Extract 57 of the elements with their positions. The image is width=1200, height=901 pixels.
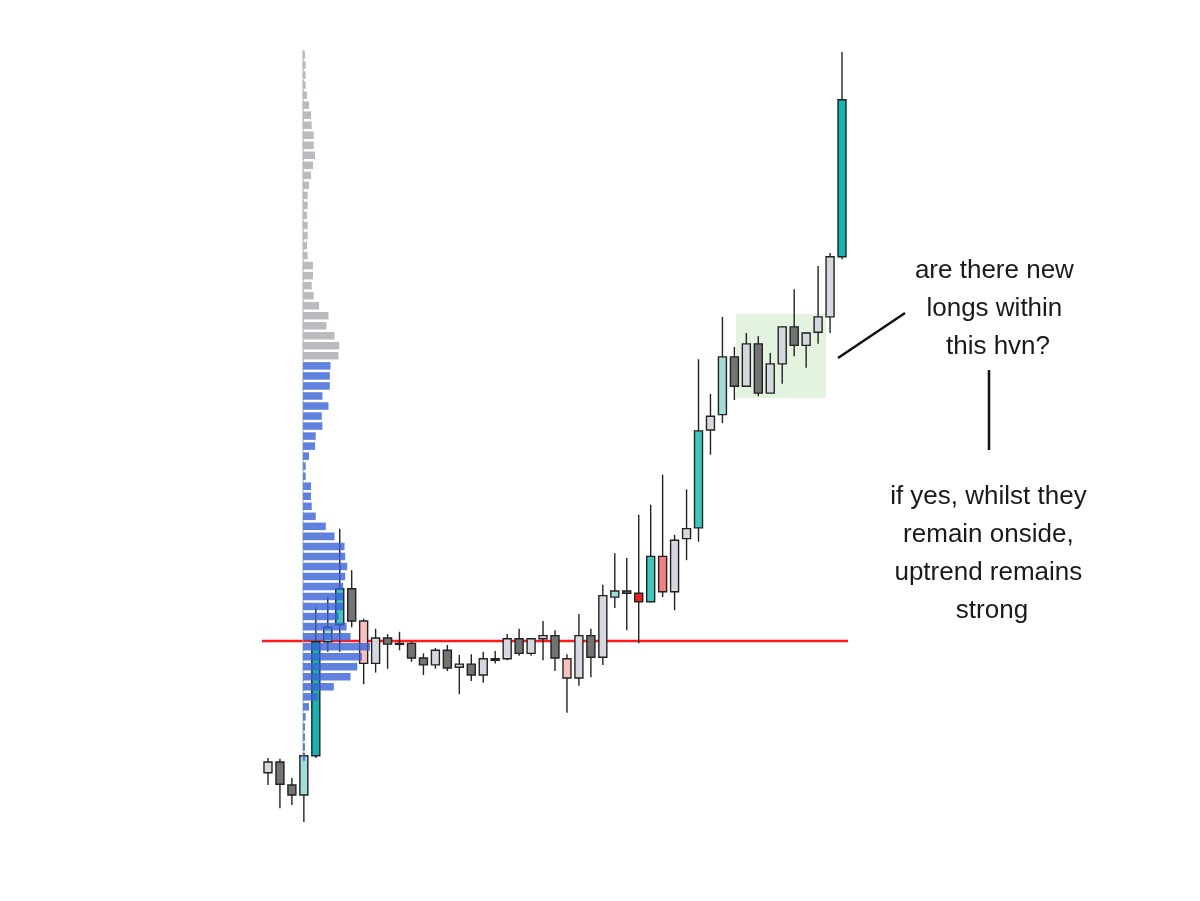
bar [303,572,346,581]
bar [303,693,318,701]
bar [303,402,329,410]
candlestick [502,633,512,661]
candlestick [622,557,632,631]
bar [303,662,358,671]
bar [303,542,345,551]
candlestick [466,653,476,682]
bar [303,432,316,440]
bar [303,582,344,591]
bar [303,532,335,541]
candlestick [562,653,572,714]
candlestick [705,393,716,456]
candlestick [681,488,692,561]
bar [303,683,334,691]
candlestick [275,758,285,809]
bar [303,552,346,561]
candlestick [299,752,309,823]
bar [303,372,330,380]
bar [303,382,330,390]
candlestick [813,265,823,345]
bar [303,452,310,460]
candlestick [287,777,297,806]
candlestick [263,757,273,786]
candlestick [478,651,488,684]
text: if yes, whilst they remain onside, uptrend remains strong [890,480,1094,624]
bar [303,512,316,521]
bar [303,522,326,531]
candlestick [442,644,453,672]
candlestick [382,633,393,670]
bar [303,482,312,490]
bar [303,392,323,400]
bar [303,442,316,450]
candlestick [801,331,811,369]
bar [303,612,339,621]
bar [303,652,362,661]
candlestick [418,652,429,676]
candlestick [538,620,548,661]
text: are there new longs within this hvn? [914,254,1082,360]
bar [303,422,323,430]
bar [303,703,310,711]
candlestick [586,628,596,678]
candlestick [430,647,441,670]
bar [303,502,312,511]
candlestick [789,288,799,357]
candlestick [610,552,620,609]
bar [303,492,312,501]
candlestick [550,629,560,672]
bar [303,412,322,420]
candlestick [454,654,465,695]
bar [303,592,344,601]
candlestick [514,628,524,657]
bar [303,602,344,611]
bar [303,362,331,370]
bar [303,673,351,681]
candlestick [406,641,417,663]
bar [303,562,348,571]
